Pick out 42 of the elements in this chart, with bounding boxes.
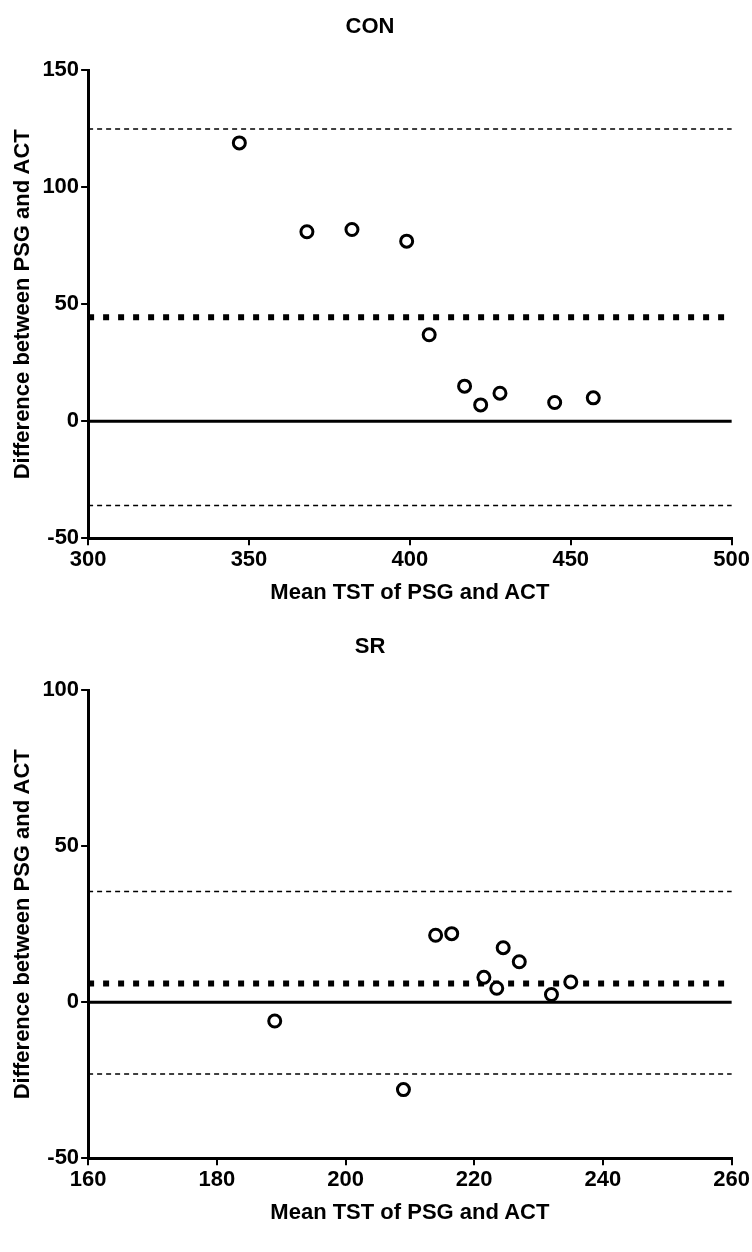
y-tick-label: 0 [66,407,80,433]
point [299,224,315,240]
point [344,221,360,237]
y-tick-label: 100 [42,676,80,702]
x-tick-label: 180 [198,1166,236,1192]
point [547,395,563,411]
x-tick-label: 400 [391,546,429,572]
x-tick-label: 220 [455,1166,493,1192]
x-axis-title: Mean TST of PSG and ACT [270,578,550,604]
point [543,986,559,1002]
y-tick-label: 50 [54,832,80,858]
point [511,954,527,970]
chart-title: CON [345,13,395,39]
point [399,233,415,249]
point [492,385,508,401]
point [585,390,601,406]
y-tick-label: 100 [42,173,80,199]
point [231,135,247,151]
x-tick-label: 200 [327,1166,364,1192]
point [563,974,579,990]
point [457,378,473,394]
point [267,1013,283,1029]
y-tick-label: 0 [66,988,80,1014]
point [495,940,511,956]
x-tick-label: 350 [230,546,268,572]
x-tick-label: 240 [584,1166,622,1192]
chart-title: SR [354,633,386,659]
y-tick-label: 150 [42,56,80,82]
x-tick-label: 500 [713,546,751,572]
point [428,927,444,943]
y-axis-title: Difference between PSG and ACT [9,748,35,1100]
point [395,1082,411,1098]
point [421,327,437,343]
point [444,926,460,942]
x-tick-label: 450 [552,546,590,572]
y-axis-title: Difference between PSG and ACT [9,128,35,480]
y-tick-label: 50 [54,290,80,316]
point [489,980,505,996]
point [476,969,492,985]
point [473,397,489,413]
x-axis-title: Mean TST of PSG and ACT [270,1198,550,1224]
x-tick-label: 260 [713,1166,751,1192]
